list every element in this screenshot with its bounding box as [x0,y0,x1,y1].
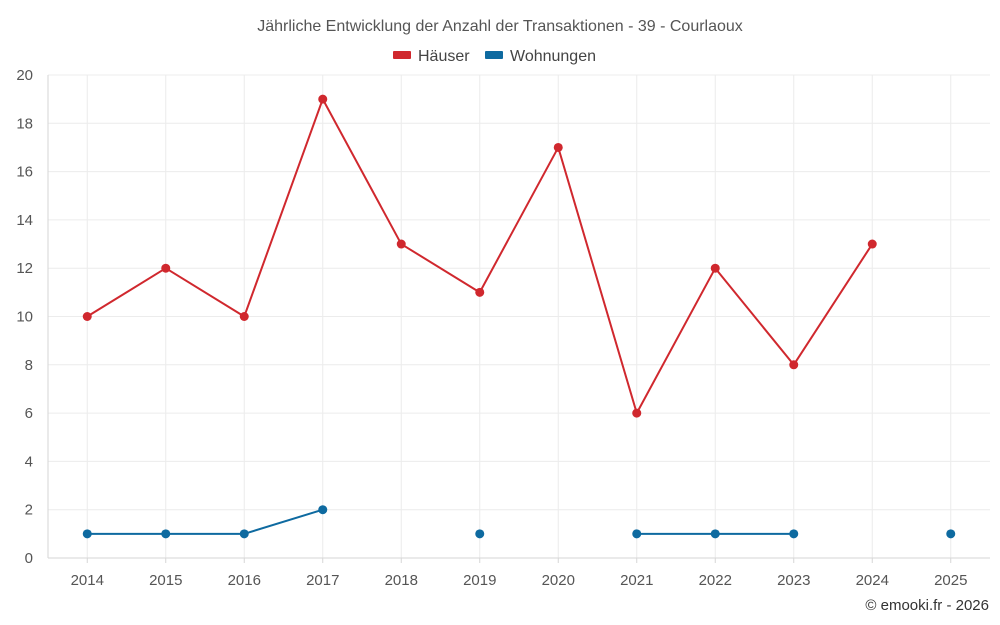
y-tick-label: 6 [25,405,33,422]
data-point-haeuser[interactable] [553,142,563,152]
data-point-haeuser[interactable] [632,408,642,418]
data-point-wohnungen[interactable] [946,529,956,539]
grid [48,74,990,558]
chart-title: Jährliche Entwicklung der Anzahl der Tra… [257,18,743,35]
x-tick-label: 2018 [385,572,418,589]
data-point-haeuser[interactable] [710,263,720,273]
legend-swatch-haeuser [393,51,411,59]
data-point-wohnungen[interactable] [82,529,92,539]
data-point-haeuser[interactable] [867,239,877,249]
axes: 0 2 4 6 8 10 12 14 16 18 20 2014 2015 2016 2017 2018 201… [16,67,990,589]
legend: Häuser Wohnungen [393,48,596,65]
y-tick-label: 20 [16,67,33,84]
data-point-haeuser[interactable] [396,239,406,249]
legend-item-haeuser[interactable]: Häuser [393,48,470,65]
y-tick-label: 10 [16,309,33,326]
y-tick-label: 12 [16,260,33,277]
series-line-wohnungen [87,508,324,535]
y-tick-label: 16 [16,164,33,181]
y-tick-label: 0 [25,550,33,567]
x-tick-label: 2015 [149,572,182,589]
data-point-haeuser[interactable] [161,263,171,273]
x-tick-label: 2023 [777,572,810,589]
data-point-haeuser[interactable] [82,312,92,321]
series [82,94,956,539]
data-point-wohnungen[interactable] [710,529,720,539]
x-tick-label: 2022 [699,572,732,589]
data-point-haeuser[interactable] [239,312,249,321]
data-point-wohnungen[interactable] [318,505,328,515]
y-tick-label: 14 [16,212,33,229]
y-tick-label: 2 [25,502,33,519]
y-tick-label: 18 [16,115,33,132]
data-point-haeuser[interactable] [789,360,799,370]
x-tick-label: 2019 [463,572,496,589]
data-point-wohnungen[interactable] [239,529,249,539]
legend-label-haeuser: Häuser [418,48,470,65]
x-tick-label: 2020 [542,572,575,589]
data-point-haeuser[interactable] [475,287,485,297]
y-tick-label: 8 [25,357,33,374]
y-tick-label: 4 [25,453,33,470]
series-wohnungen [82,505,956,539]
chart-credit: © emooki.fr - 2026 [865,597,989,614]
x-tick-label: 2024 [856,572,889,589]
data-point-wohnungen[interactable] [161,529,171,539]
x-tick-label: 2016 [228,572,261,589]
legend-swatch-wohnungen [485,51,503,59]
series-haeuser [82,94,877,418]
data-point-wohnungen[interactable] [632,529,642,539]
data-point-haeuser[interactable] [318,94,328,104]
x-tick-label: 2025 [934,572,967,589]
x-tick-label: 2017 [306,572,339,589]
data-point-wohnungen[interactable] [789,529,799,539]
data-point-wohnungen[interactable] [475,529,485,539]
x-tick-label: 2021 [620,572,653,589]
legend-label-wohnungen: Wohnungen [510,48,596,65]
x-tick-label: 2014 [71,572,104,589]
legend-item-wohnungen[interactable]: Wohnungen [485,48,596,65]
